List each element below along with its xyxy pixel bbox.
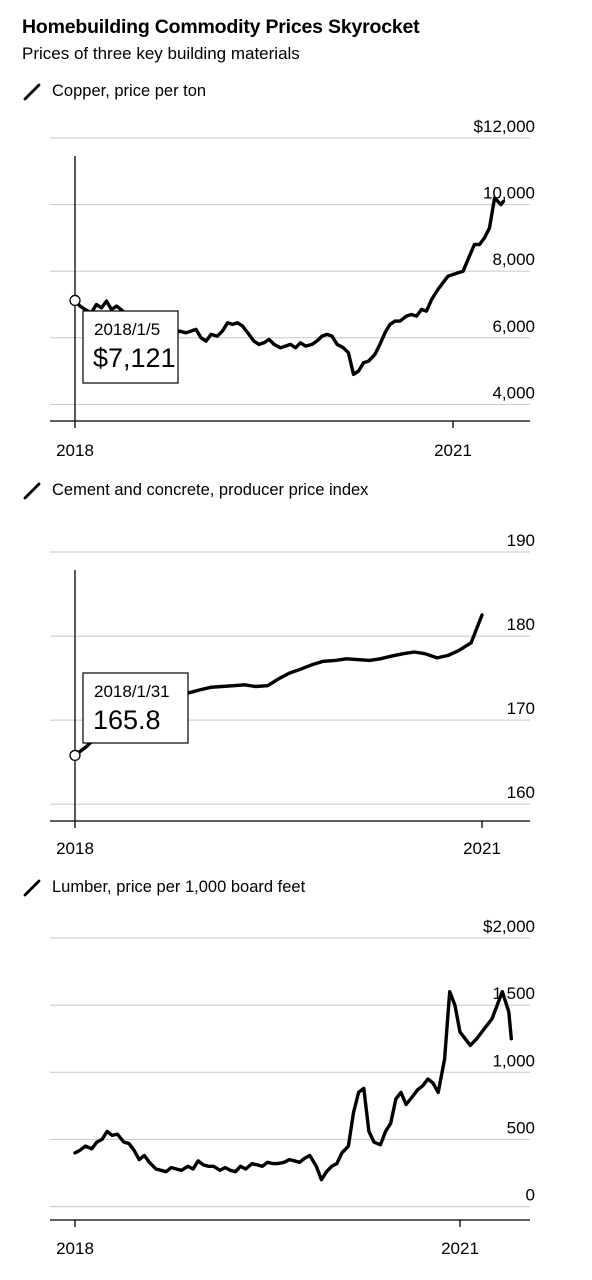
x-tick-label: 2021 (434, 441, 472, 460)
tooltip-date: 2018/1/5 (94, 320, 160, 339)
y-tick-label: 500 (507, 1118, 535, 1137)
y-tick-label: 4,000 (492, 383, 535, 402)
y-tick-label: 190 (507, 531, 535, 550)
page-subtitle: Prices of three key building materials (22, 44, 300, 63)
y-tick-label: 170 (507, 699, 535, 718)
x-tick-label: 2021 (441, 1239, 479, 1258)
chart-title: Copper, price per ton (52, 82, 207, 100)
chart-svg: 160 170 180 190 2018 2021 2018/1/31 165.8 (50, 531, 535, 858)
hover-point (69, 749, 81, 762)
chart-title: Lumber, price per 1,000 board feet (52, 878, 306, 896)
page-title: Homebuilding Commodity Prices Skyrocket (22, 16, 420, 38)
tooltip-box (82, 672, 189, 744)
hover-point (69, 294, 81, 307)
tooltip-value: 165.8 (93, 705, 161, 735)
legend-line-icon (23, 879, 41, 897)
chart-title: Cement and concrete, producer price inde… (52, 481, 369, 499)
legend-line-icon (23, 83, 41, 101)
x-tick-label: 2018 (56, 441, 94, 460)
x-tick-label: 2018 (56, 1239, 94, 1258)
y-tick-label: $2,000 (483, 917, 535, 936)
x-tick-label: 2018 (56, 839, 94, 858)
y-tick-label: 160 (507, 783, 535, 802)
y-tick-label: 0 (526, 1186, 535, 1205)
y-tick-label: 6,000 (492, 317, 535, 336)
tooltip-value: $7,121 (93, 343, 176, 373)
y-tick-label: 1,000 (492, 1051, 535, 1070)
y-tick-label: $12,000 (474, 117, 535, 136)
series-line (73, 990, 513, 1182)
y-tick-label: 180 (507, 615, 535, 634)
tooltip-date: 2018/1/31 (94, 682, 170, 701)
y-tick-label: 8,000 (492, 250, 535, 269)
x-tick-label: 2021 (463, 839, 501, 858)
legend-line-icon (23, 482, 41, 500)
tooltip-box (82, 310, 179, 384)
